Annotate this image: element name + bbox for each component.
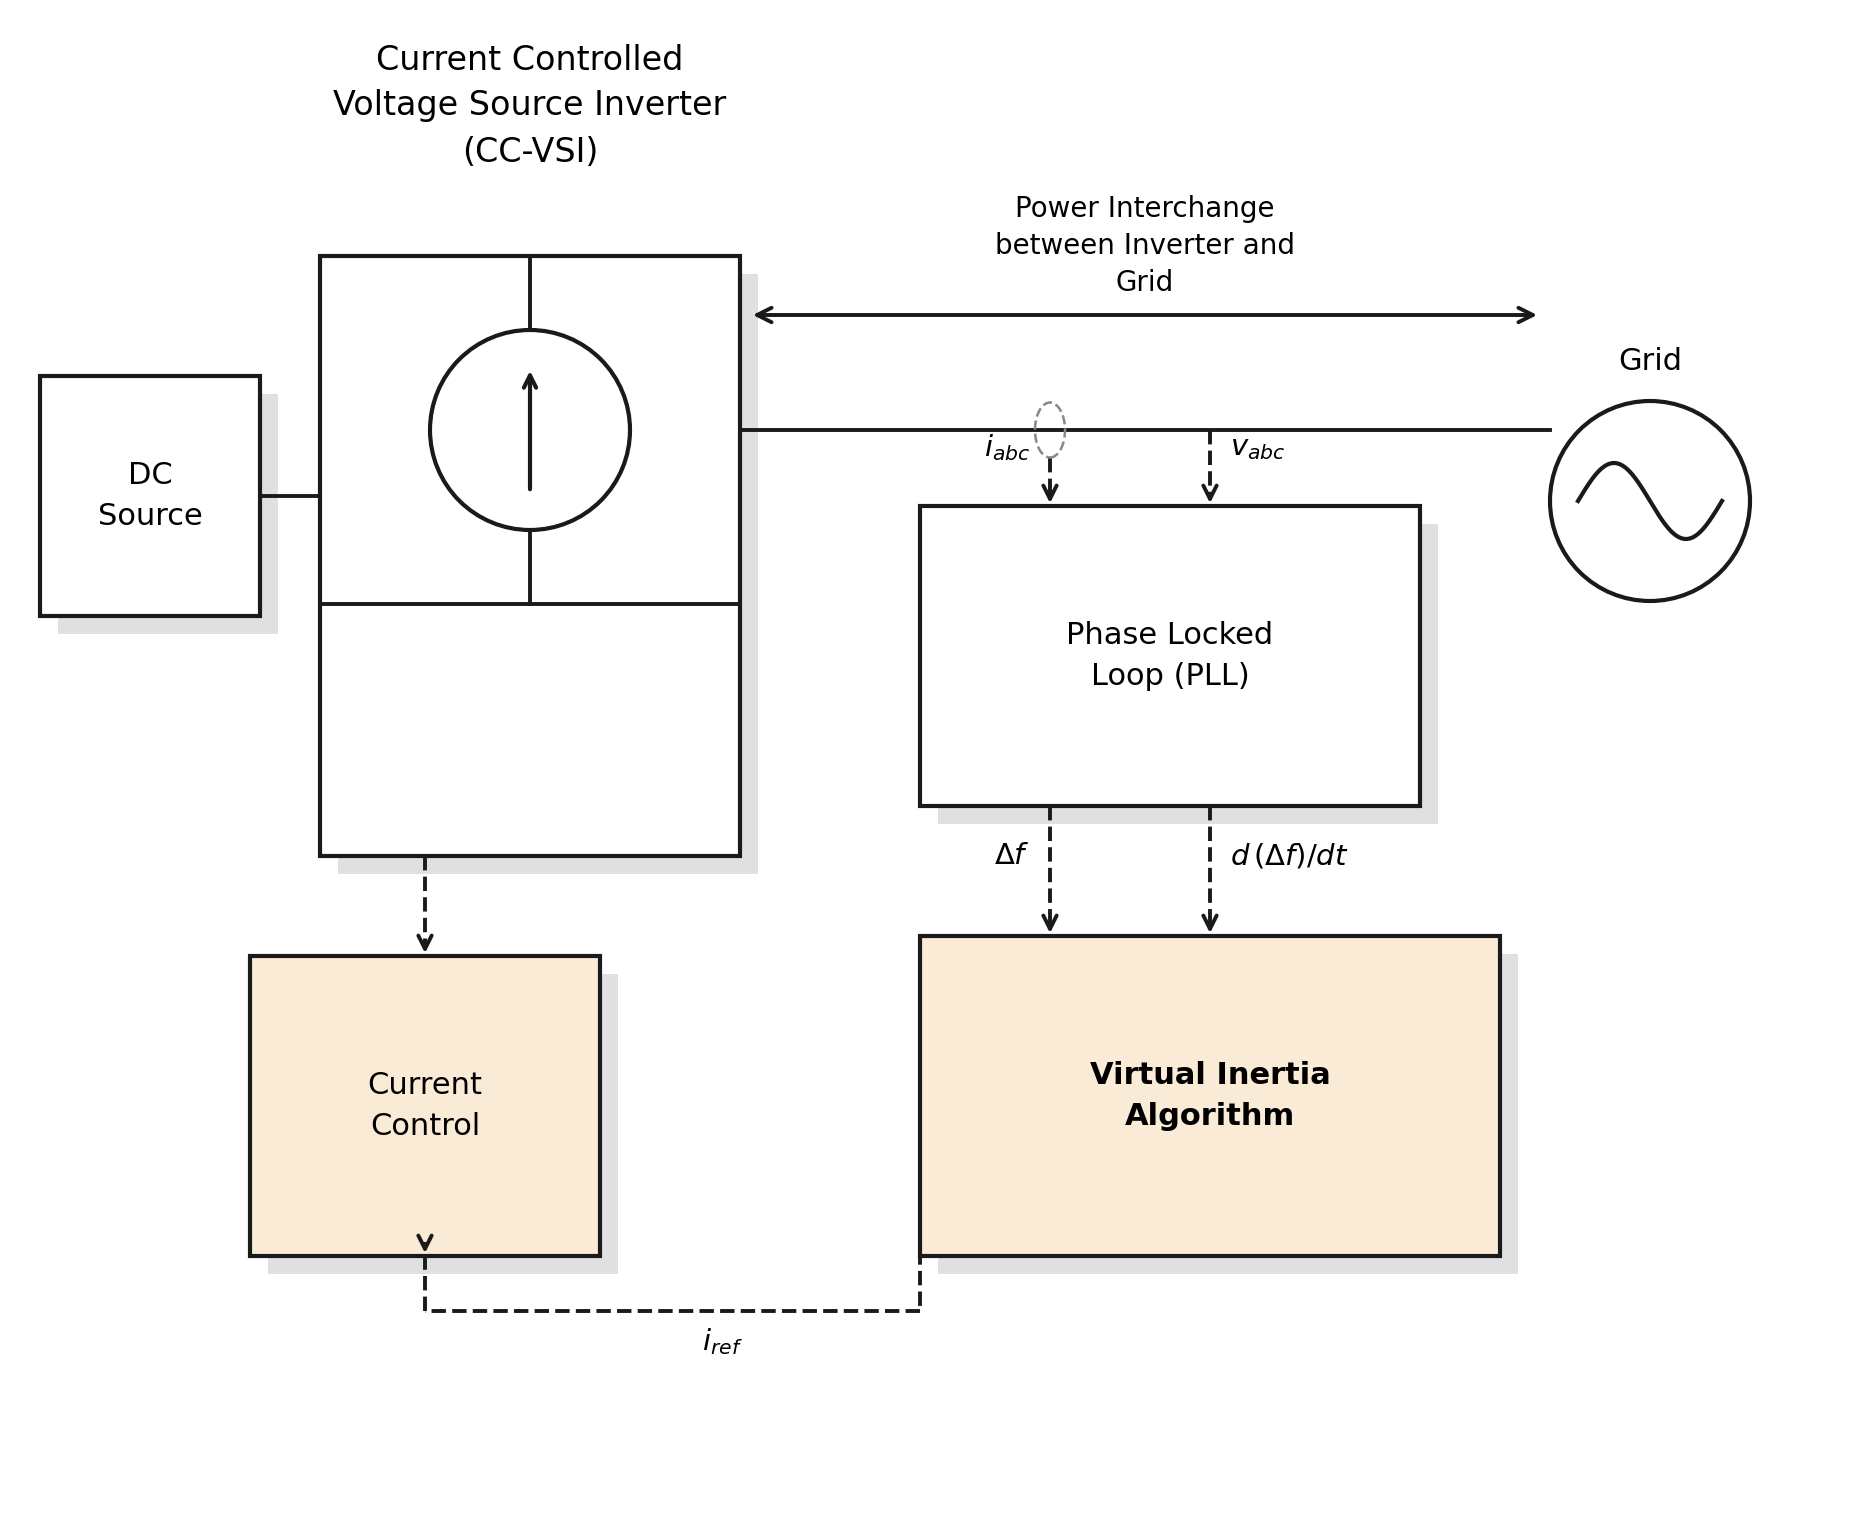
FancyBboxPatch shape (921, 505, 1419, 806)
FancyBboxPatch shape (339, 273, 759, 874)
FancyBboxPatch shape (249, 955, 601, 1256)
Text: Virtual Inertia
Algorithm: Virtual Inertia Algorithm (1090, 1061, 1330, 1130)
Text: $d\,(\Delta f)/dt$: $d\,(\Delta f)/dt$ (1229, 842, 1348, 871)
Text: Grid: Grid (1618, 347, 1681, 376)
FancyBboxPatch shape (41, 376, 260, 616)
FancyBboxPatch shape (58, 395, 277, 634)
Text: $i_{abc}$: $i_{abc}$ (984, 433, 1030, 464)
Circle shape (1549, 401, 1750, 601)
Text: DC
Source: DC Source (97, 461, 203, 531)
FancyBboxPatch shape (320, 257, 740, 856)
Text: Current
Control: Current Control (368, 1071, 482, 1141)
Text: Power Interchange
between Inverter and
Grid: Power Interchange between Inverter and G… (995, 195, 1295, 296)
FancyBboxPatch shape (268, 974, 618, 1273)
Text: $v_{abc}$: $v_{abc}$ (1229, 435, 1285, 462)
Text: Phase Locked
Loop (PLL): Phase Locked Loop (PLL) (1066, 621, 1274, 691)
FancyBboxPatch shape (937, 954, 1518, 1273)
Text: $i_{ref}$: $i_{ref}$ (701, 1326, 742, 1356)
Text: $\Delta f$: $\Delta f$ (993, 842, 1030, 869)
FancyBboxPatch shape (937, 524, 1438, 823)
FancyBboxPatch shape (921, 935, 1499, 1256)
Text: Current Controlled
Voltage Source Inverter
(CC-VSI): Current Controlled Voltage Source Invert… (333, 43, 727, 169)
Circle shape (430, 330, 631, 530)
